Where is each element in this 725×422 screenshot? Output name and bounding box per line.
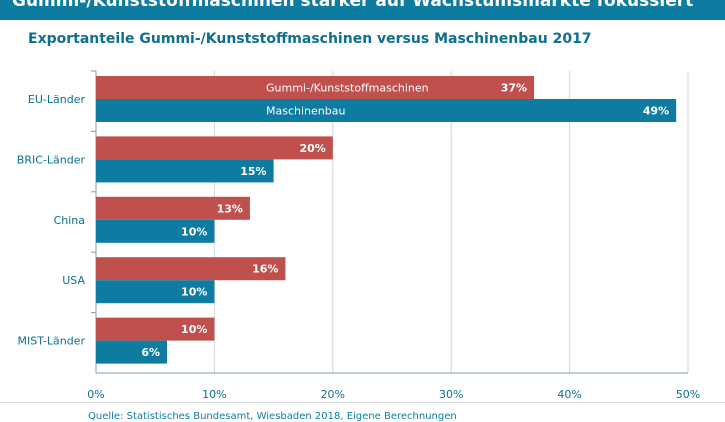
bar [96,159,274,183]
x-tick-label: 10% [202,388,226,401]
data-label: 13% [217,202,243,215]
category-label: EU-Länder [28,93,86,106]
data-label: 10% [181,225,207,238]
category-label: USA [62,274,85,287]
header-band: Gummi-/Kunststoffmaschinen stärker auf W… [0,0,725,20]
bar [96,219,215,243]
data-label: 49% [643,105,669,118]
x-tick-label: 30% [439,388,463,401]
category-label: BRIC-Länder [17,153,86,166]
bar [96,99,677,122]
x-tick-label: 20% [321,388,345,401]
x-tick-label: 0% [87,388,104,401]
data-label: 20% [299,142,325,155]
series-label: Maschinenbau [266,105,345,118]
data-label: 10% [181,323,207,336]
x-tick-label: 50% [676,388,700,401]
bar [96,317,215,341]
data-label: 10% [181,286,207,299]
data-label: 16% [252,263,278,276]
source-note: Quelle: Statistisches Bundesamt, Wiesbad… [88,411,457,422]
data-label: 15% [240,165,266,178]
bar [96,340,168,364]
category-label: China [54,214,85,227]
x-tick-label: 40% [557,388,581,401]
bar [96,196,250,220]
bar [96,280,215,304]
header-title: Gummi-/Kunststoffmaschinen stärker auf W… [12,0,694,11]
chart-title: Exportanteile Gummi-/Kunststoffmaschinen… [28,31,592,47]
series-label: Gummi-/Kunststoffmaschinen [266,82,429,95]
category-label: MIST-Länder [17,335,85,348]
bar [96,76,535,99]
bar [96,136,333,160]
data-label: 37% [501,82,527,95]
footer-divider [0,402,725,403]
bar [96,257,286,281]
data-label: 6% [141,346,160,359]
